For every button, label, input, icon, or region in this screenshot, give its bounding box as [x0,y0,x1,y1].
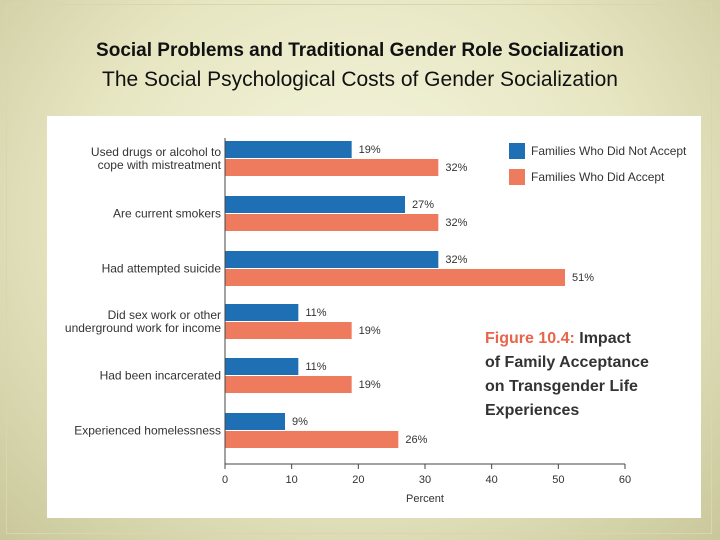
value-label: 32% [445,162,467,174]
value-label: 11% [305,361,326,373]
value-label: 19% [359,144,381,156]
bar [225,269,565,286]
x-tick-label: 50 [552,474,564,486]
figure-title-line: Experiences [485,402,579,419]
value-label: 19% [359,325,381,337]
category-label: Did sex work or other [108,308,221,322]
category-label: Are current smokers [113,207,221,221]
slide-subtitle: The Social Psychological Costs of Gender… [102,68,618,91]
value-label: 32% [445,217,467,229]
slide-title: Social Problems and Traditional Gender R… [96,40,624,61]
bar [225,214,439,231]
value-label: 26% [405,434,427,446]
value-label: 11% [305,307,326,319]
value-label: 19% [359,379,381,391]
x-tick-label: 0 [222,474,228,486]
figure-label: Figure 10.4: Impact [485,330,631,347]
x-tick-label: 10 [286,474,298,486]
bar [225,304,299,321]
legend-swatch [509,169,525,185]
x-tick-label: 60 [619,474,631,486]
figure-title-line: on Transgender Life [485,378,638,395]
bar [225,251,439,268]
bar [225,196,405,213]
chart-panel: Used drugs or alcohol to cope with mistre… [47,116,701,518]
legend-swatch [509,143,525,159]
category-label: Had been incarcerated [100,369,221,383]
category-label: underground work for income [65,321,221,335]
bar [225,431,399,448]
value-label: 51% [572,272,594,284]
bar [225,413,285,430]
bar [225,376,352,393]
x-tick-label: 40 [486,474,498,486]
category-label: Experienced homelessness [74,424,221,438]
slide-frame [6,4,712,534]
x-axis-label: Percent [406,493,444,505]
legend-label: Families Who Did Accept [531,170,665,184]
value-label: 32% [445,254,467,266]
bar [225,322,352,339]
category-label: Had attempted suicide [102,262,222,276]
bar [225,358,299,375]
value-label: 9% [292,416,308,428]
x-tick-label: 30 [419,474,431,486]
legend-label: Families Who Did Not Accept [531,144,687,158]
x-tick-label: 20 [352,474,364,486]
bar [225,159,439,176]
value-label: 27% [412,199,434,211]
figure-title-line: of Family Acceptance [485,354,649,371]
bar [225,141,352,158]
category-label: cope with mistreatment [98,158,222,172]
category-label: Used drugs or alcohol to [91,145,221,159]
